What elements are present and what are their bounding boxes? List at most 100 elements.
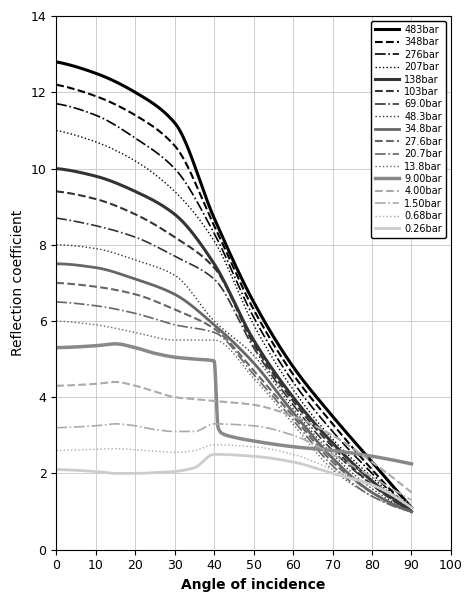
69.0bar: [297, 410, 303, 417]
0.68bar: [211, 441, 217, 449]
276bar: [54, 100, 59, 107]
348bar: [330, 421, 336, 428]
9.00bar: [54, 344, 59, 352]
69.0bar: [54, 215, 59, 222]
13.8bar: [409, 508, 414, 515]
13.8bar: [297, 429, 303, 436]
1.50bar: [337, 455, 343, 462]
4.00bar: [54, 382, 59, 390]
483bar: [337, 421, 343, 428]
1.50bar: [90, 422, 95, 429]
207bar: [337, 443, 343, 450]
48.3bar: [297, 414, 303, 421]
103bar: [197, 251, 203, 258]
Line: 69.0bar: 69.0bar: [56, 218, 411, 511]
1.50bar: [210, 420, 216, 428]
34.8bar: [210, 320, 216, 327]
348bar: [197, 190, 203, 197]
13.8bar: [210, 336, 216, 344]
138bar: [330, 440, 336, 447]
138bar: [197, 239, 203, 247]
20.7bar: [409, 508, 414, 515]
34.8bar: [197, 309, 203, 316]
207bar: [330, 436, 336, 443]
13.8bar: [197, 336, 203, 344]
348bar: [210, 219, 216, 226]
1.50bar: [54, 424, 59, 431]
0.68bar: [90, 446, 95, 453]
103bar: [90, 195, 95, 202]
Line: 13.8bar: 13.8bar: [56, 321, 411, 511]
4.00bar: [90, 380, 95, 388]
Legend: 483bar, 348bar, 276bar, 207bar, 138bar, 103bar, 69.0bar, 48.3bar, 34.8bar, 27.6b: 483bar, 348bar, 276bar, 207bar, 138bar, …: [371, 21, 446, 238]
Line: 0.68bar: 0.68bar: [56, 445, 411, 504]
348bar: [297, 380, 303, 388]
Line: 483bar: 483bar: [56, 62, 411, 508]
1.50bar: [211, 420, 217, 428]
276bar: [409, 508, 414, 515]
4.00bar: [331, 432, 337, 440]
103bar: [297, 406, 303, 414]
483bar: [297, 373, 303, 380]
27.6bar: [90, 283, 95, 290]
34.8bar: [90, 264, 95, 271]
0.26bar: [298, 460, 303, 467]
0.68bar: [337, 469, 343, 476]
0.68bar: [210, 441, 216, 449]
Line: 138bar: 138bar: [56, 169, 411, 511]
48.3bar: [337, 458, 343, 465]
27.6bar: [210, 324, 216, 331]
276bar: [337, 436, 343, 443]
1.50bar: [409, 496, 414, 504]
4.00bar: [409, 489, 414, 496]
48.3bar: [54, 241, 59, 248]
0.26bar: [90, 468, 95, 475]
276bar: [210, 227, 216, 235]
138bar: [210, 258, 216, 265]
Line: 20.7bar: 20.7bar: [56, 302, 411, 511]
207bar: [297, 396, 303, 403]
0.68bar: [197, 446, 203, 453]
13.8bar: [330, 467, 336, 474]
0.26bar: [409, 504, 414, 511]
69.0bar: [409, 508, 414, 515]
Line: 27.6bar: 27.6bar: [56, 283, 411, 511]
27.6bar: [409, 508, 414, 515]
4.00bar: [337, 436, 343, 443]
483bar: [90, 69, 95, 76]
69.0bar: [210, 274, 216, 282]
348bar: [90, 92, 95, 99]
483bar: [54, 58, 59, 66]
27.6bar: [337, 465, 343, 472]
20.7bar: [337, 469, 343, 476]
27.6bar: [197, 317, 203, 324]
48.3bar: [330, 452, 336, 459]
69.0bar: [197, 265, 203, 273]
34.8bar: [54, 260, 59, 267]
0.26bar: [331, 470, 337, 478]
138bar: [409, 508, 414, 515]
0.68bar: [409, 500, 414, 508]
27.6bar: [297, 421, 303, 428]
Line: 4.00bar: 4.00bar: [56, 382, 411, 493]
138bar: [337, 447, 343, 454]
276bar: [90, 110, 95, 118]
Line: 207bar: 207bar: [56, 130, 411, 511]
4.00bar: [298, 415, 303, 423]
48.3bar: [210, 316, 216, 323]
0.26bar: [337, 472, 343, 479]
0.26bar: [210, 451, 216, 458]
0.68bar: [54, 447, 59, 454]
Line: 1.50bar: 1.50bar: [56, 424, 411, 500]
27.6bar: [54, 279, 59, 286]
9.00bar: [409, 460, 414, 467]
483bar: [197, 177, 203, 184]
207bar: [210, 235, 216, 242]
103bar: [337, 450, 343, 458]
9.00bar: [331, 447, 337, 454]
Line: 48.3bar: 48.3bar: [56, 245, 411, 511]
20.7bar: [54, 298, 59, 306]
Line: 103bar: 103bar: [56, 191, 411, 511]
1.50bar: [197, 426, 203, 434]
103bar: [54, 188, 59, 195]
